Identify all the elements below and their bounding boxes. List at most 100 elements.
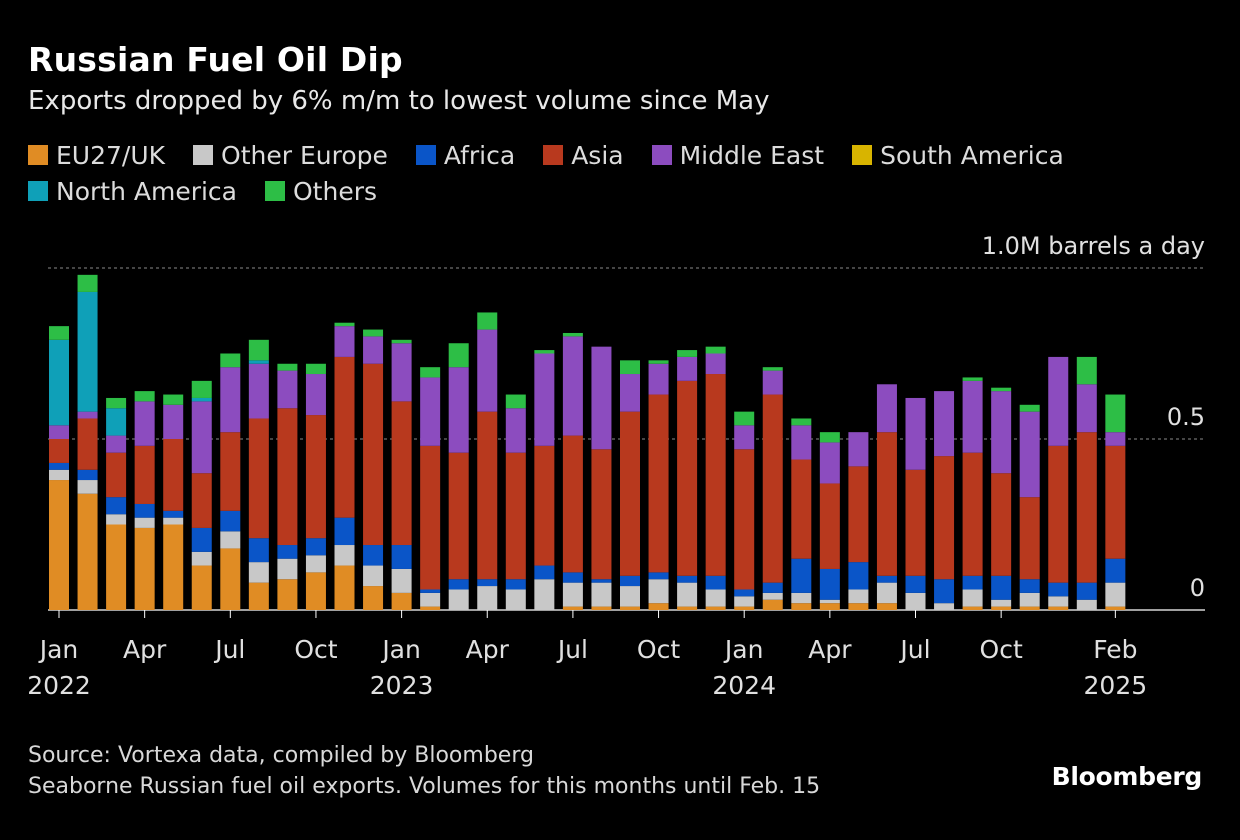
bar-segment-middle-east <box>620 374 640 412</box>
bar-segment-middle-east <box>134 401 155 446</box>
bar-segment-other-europe <box>991 599 1012 607</box>
bar-segment-asia <box>1076 432 1097 583</box>
bar-segment-middle-east <box>1076 384 1097 433</box>
bar-segment-eu27-uk <box>77 493 98 610</box>
footer: Source: Vortexa data, compiled by Bloomb… <box>28 740 820 802</box>
legend-item-eu27-uk: EU27/UK <box>28 140 165 170</box>
bar-segment-asia <box>505 452 526 580</box>
bar-segment-eu27-uk <box>734 606 755 610</box>
bar-segment-middle-east <box>762 370 783 395</box>
bar-segment-others <box>134 391 155 402</box>
bar-segment-asia <box>77 418 98 470</box>
bar-segment-middle-east <box>277 370 298 409</box>
bar-segment-africa <box>876 575 897 583</box>
bar-segment-middle-east <box>819 442 840 484</box>
bar-segment-other-europe <box>962 589 983 607</box>
bar-segment-other-europe <box>420 592 441 607</box>
bar-segment-asia <box>220 432 241 511</box>
bar-segment-eu27-uk <box>248 582 269 610</box>
legend-swatch <box>265 181 285 201</box>
bar-segment-africa <box>734 589 755 597</box>
legend-label: Middle East <box>679 140 825 170</box>
stacked-bar-chart: 0 0.5 1.0M barrels a day Jan 2022 Apr Jul Oct Ja… <box>27 232 1205 700</box>
bar-segment-africa <box>477 579 498 587</box>
legend: EU27/UK Other Europe Africa Asia Middle East… <box>28 140 1208 206</box>
bar-segment-eu27-uk <box>791 603 812 610</box>
bar-segment-others <box>334 322 355 327</box>
bar-segment-africa <box>363 545 384 566</box>
bar-segment-middle-east <box>677 356 698 381</box>
bar-segment-asia <box>448 452 469 580</box>
bar-segment-others <box>363 329 384 337</box>
legend-swatch <box>543 145 564 165</box>
bar-segment-others <box>762 367 783 371</box>
bar-segment-middle-east <box>505 408 526 453</box>
chart-title: Russian Fuel Oil Dip <box>28 40 403 79</box>
bar-segment-africa <box>334 517 355 546</box>
bar-segment-others <box>734 411 755 426</box>
bar-segment-africa <box>677 575 698 583</box>
bar-segment-asia <box>420 445 441 590</box>
bar-segment-asia <box>791 459 812 559</box>
bar-segment-middle-east <box>49 425 69 439</box>
bar-segment-middle-east <box>791 425 812 460</box>
bar-segment-eu27-uk <box>1105 606 1126 610</box>
bar-segment-other-europe <box>705 589 726 607</box>
bar-segment-africa <box>49 462 69 470</box>
bar-segment-other-europe <box>1105 582 1126 607</box>
bar-segment-africa <box>562 572 583 583</box>
bar-segment-middle-east <box>591 346 612 450</box>
x-tick-label-month: Jan <box>38 635 79 664</box>
bar-segment-others <box>448 343 469 368</box>
bar-segment-asia <box>334 356 355 518</box>
bar-segment-eu27-uk <box>991 606 1012 610</box>
bar-segment-other-europe <box>248 562 269 583</box>
bar-segment-asia <box>163 439 184 511</box>
legend-label: Africa <box>443 140 516 170</box>
bar-segment-other-europe <box>1019 592 1040 607</box>
bar-segment-africa <box>1105 558 1126 583</box>
bar-segment-middle-east <box>991 391 1012 474</box>
bar-segment-other-europe <box>1076 599 1097 610</box>
x-tick-label-month: Oct <box>637 635 680 664</box>
bar-segment-middle-east <box>106 435 127 453</box>
bar-segment-others <box>49 326 69 340</box>
bar-segment-middle-east <box>534 353 555 446</box>
legend-label: Asia <box>571 140 624 170</box>
bar-segment-others <box>991 387 1012 392</box>
bar-segment-other-europe <box>77 480 98 494</box>
bar-segment-middle-east <box>220 367 241 433</box>
bar-segment-asia <box>534 445 555 566</box>
x-tick-label-month: Oct <box>294 635 337 664</box>
x-tick-label-year: 2022 <box>27 671 91 700</box>
bar-segment-asia <box>962 452 983 576</box>
bar-segment-africa <box>191 527 212 552</box>
bar-segment-others <box>248 339 269 361</box>
bar-segment-eu27-uk <box>848 603 869 610</box>
bar-segment-africa <box>1019 579 1040 593</box>
bar-segment-middle-east <box>248 363 269 419</box>
legend-item-south-america: South America <box>852 140 1064 170</box>
bar-segment-asia <box>1105 445 1126 559</box>
bar-segment-asia <box>648 394 669 573</box>
bar-segment-eu27-uk <box>391 592 412 610</box>
bar-segment-africa <box>391 545 412 569</box>
bar-segment-eu27-uk <box>620 606 640 610</box>
legend-swatch <box>415 145 436 165</box>
legend-swatch <box>852 145 873 165</box>
bar-segment-middle-east <box>734 425 755 450</box>
bar-segment-africa <box>534 565 555 580</box>
bar-segment-other-europe <box>819 599 840 604</box>
bar-segment-middle-east <box>363 336 384 364</box>
bar-segment-asia <box>819 483 840 569</box>
bar-segment-other-europe <box>934 603 955 610</box>
bar-segment-eu27-uk <box>163 524 184 610</box>
bar-segment-others <box>791 418 812 426</box>
bar-segment-asia <box>905 469 926 576</box>
bar-segment-africa <box>819 568 840 600</box>
x-tick-label-month: Jul <box>556 635 588 664</box>
bar-segment-eu27-uk <box>220 548 241 610</box>
bar-segment-others <box>277 363 298 371</box>
bar-segment-eu27-uk <box>1048 606 1069 610</box>
bar-segment-other-europe <box>734 596 755 607</box>
